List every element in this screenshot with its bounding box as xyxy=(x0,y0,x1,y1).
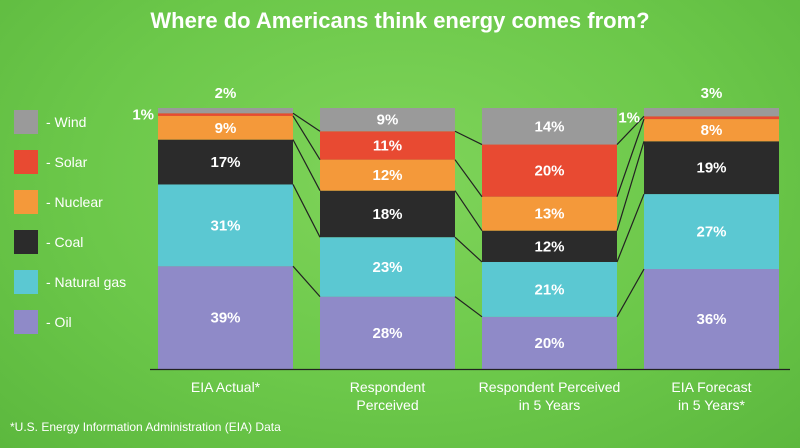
bar-segment xyxy=(320,159,455,191)
category-label: in 5 Years* xyxy=(678,397,745,413)
bar-segment xyxy=(158,139,293,185)
bar-segment xyxy=(482,108,617,145)
bar-segment xyxy=(158,115,293,140)
bar-segment xyxy=(158,184,293,267)
value-label: 3% xyxy=(701,85,723,102)
legend-swatch xyxy=(14,310,38,334)
legend-label: - Nuclear xyxy=(46,194,103,210)
value-label: 19% xyxy=(696,160,726,177)
connector-line xyxy=(292,184,321,238)
connector-line xyxy=(454,159,483,198)
bar-segment xyxy=(482,261,617,317)
footnote: *U.S. Energy Information Administration … xyxy=(10,420,281,434)
connector-line xyxy=(616,118,645,197)
legend-item: - Coal xyxy=(14,230,83,254)
value-label: 39% xyxy=(210,310,240,327)
connector-line xyxy=(292,115,321,160)
value-label: 28% xyxy=(372,325,402,342)
legend-swatch xyxy=(14,110,38,134)
value-label: 20% xyxy=(534,163,564,180)
bar-segment xyxy=(482,316,617,369)
legend-label: - Solar xyxy=(46,154,88,170)
bar-segment xyxy=(482,144,617,197)
bar-segment xyxy=(482,230,617,262)
bar-segment xyxy=(158,266,293,369)
category-label: Perceived xyxy=(356,397,418,413)
value-label: 12% xyxy=(534,238,564,255)
legend-item: - Solar xyxy=(14,150,87,174)
bar-segment xyxy=(644,141,779,195)
bar-segment xyxy=(482,196,617,231)
bar-segment xyxy=(320,237,455,297)
connector-line xyxy=(292,112,321,132)
connector-line xyxy=(454,296,483,318)
category-label: Respondent xyxy=(350,379,426,395)
connector-line xyxy=(454,190,483,232)
legend-item: - Wind xyxy=(14,110,86,134)
legend-swatch xyxy=(14,270,38,294)
bar-segment xyxy=(158,113,293,116)
legend-swatch xyxy=(14,190,38,214)
legend-label: - Wind xyxy=(46,114,87,130)
connector-line xyxy=(616,141,645,231)
category-label: EIA Forecast xyxy=(671,379,751,395)
bar-segment xyxy=(320,296,455,369)
bar-segment xyxy=(644,269,779,369)
value-label: 2% xyxy=(215,85,237,102)
legend-label: - Natural gas xyxy=(46,274,127,290)
value-label: 1% xyxy=(618,109,640,126)
value-label: 1% xyxy=(132,106,154,123)
bar-segment xyxy=(644,119,779,142)
value-label: 11% xyxy=(373,137,402,154)
value-label: 31% xyxy=(210,217,240,234)
chart-title: Where do Americans think energy comes fr… xyxy=(150,8,650,33)
connector-line xyxy=(616,115,645,145)
legend-item: - Nuclear xyxy=(14,190,103,214)
value-label: 27% xyxy=(696,224,726,241)
legend-item: - Natural gas xyxy=(14,270,126,294)
category-label: Respondent Perceived xyxy=(479,379,621,395)
value-label: 36% xyxy=(696,311,726,328)
value-label: 9% xyxy=(377,112,399,129)
value-label: 20% xyxy=(534,335,564,352)
legend-swatch xyxy=(14,150,38,174)
value-label: 12% xyxy=(372,167,402,184)
connector-line xyxy=(616,193,645,263)
value-label: 9% xyxy=(215,120,237,137)
legend-item: - Oil xyxy=(14,310,72,334)
bar-segment xyxy=(320,108,455,132)
bar-segment xyxy=(320,131,455,160)
value-label: 23% xyxy=(372,259,402,276)
value-label: 18% xyxy=(372,206,402,223)
value-label: 13% xyxy=(534,206,564,223)
value-label: 14% xyxy=(534,118,564,135)
connector-line xyxy=(292,265,321,298)
bar-segment xyxy=(644,116,779,120)
connector-line xyxy=(292,139,321,191)
legend-swatch xyxy=(14,230,38,254)
legend-label: - Oil xyxy=(46,314,72,330)
bar-segment xyxy=(158,108,293,114)
category-label: in 5 Years xyxy=(519,397,581,413)
category-label: EIA Actual* xyxy=(191,379,261,395)
bar-segment xyxy=(320,190,455,238)
connector-line xyxy=(454,130,483,146)
connector-line xyxy=(616,268,645,318)
bar-segment xyxy=(644,108,779,117)
value-label: 17% xyxy=(210,154,240,171)
legend-label: - Coal xyxy=(46,234,84,250)
value-label: 21% xyxy=(534,281,564,298)
connector-line xyxy=(454,236,483,263)
value-label: 8% xyxy=(701,122,723,139)
bar-segment xyxy=(644,194,779,270)
